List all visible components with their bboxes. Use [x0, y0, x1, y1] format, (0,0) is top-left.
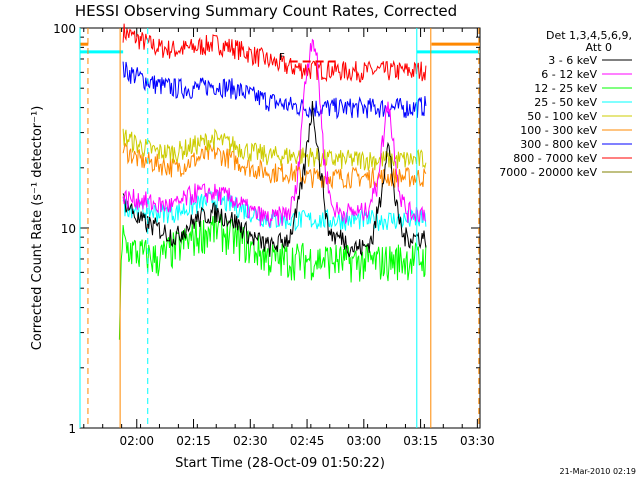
legend-title-line1: Det 1,3,4,5,6,9, — [546, 29, 632, 42]
legend-entry-label: 50 - 100 keV — [527, 110, 597, 123]
x-tick-label: 03:15 — [403, 434, 438, 448]
y-axis-label: Corrected Count Rate (s⁻¹ detector⁻¹) — [30, 106, 45, 351]
legend-entry-label: 25 - 50 keV — [534, 96, 597, 109]
chart-title: HESSI Observing Summary Count Rates, Cor… — [75, 2, 457, 20]
series-group — [80, 23, 480, 340]
footer-date: 21-Mar-2010 02:19 — [560, 467, 637, 476]
y-axis-ticks: 1 10 100 — [53, 22, 480, 436]
flag-label: F — [279, 52, 285, 63]
series-line — [122, 100, 427, 258]
legend-entry-label: 3 - 6 keV — [548, 54, 597, 67]
x-tick-label: 03:30 — [460, 434, 495, 448]
x-tick-label: 02:30 — [233, 434, 268, 448]
x-tick-label: 02:15 — [176, 434, 211, 448]
x-tick-label: 02:45 — [290, 434, 325, 448]
y-tick-label: 100 — [53, 22, 76, 36]
legend-entry-label: 100 - 300 keV — [520, 124, 597, 137]
series-line — [122, 61, 427, 120]
x-tick-label: 03:00 — [347, 434, 382, 448]
x-tick-label: 02:00 — [119, 434, 154, 448]
series-line — [122, 128, 427, 171]
vertical-markers — [79, 28, 480, 428]
x-axis-label: Start Time (28-Oct-09 01:50:22) — [175, 456, 385, 471]
x-axis-ticks: 02:00 02:15 02:30 02:45 03:00 03:15 03:30 — [83, 28, 495, 448]
legend-entry-label: 300 - 800 keV — [520, 138, 597, 151]
legend-entry-label: 12 - 25 keV — [534, 82, 597, 95]
legend-entry-label: 6 - 12 keV — [541, 68, 597, 81]
y-tick-label: 1 — [68, 422, 76, 436]
series-line — [122, 23, 427, 83]
series-line — [122, 38, 427, 228]
plot-area-frame — [79, 27, 481, 429]
legend-entry-label: 800 - 7000 keV — [513, 152, 597, 165]
legend-entry-label: 7000 - 20000 keV — [499, 166, 597, 179]
y-tick-label: 10 — [61, 222, 76, 236]
legend-title-line2: Att 0 — [586, 41, 612, 54]
